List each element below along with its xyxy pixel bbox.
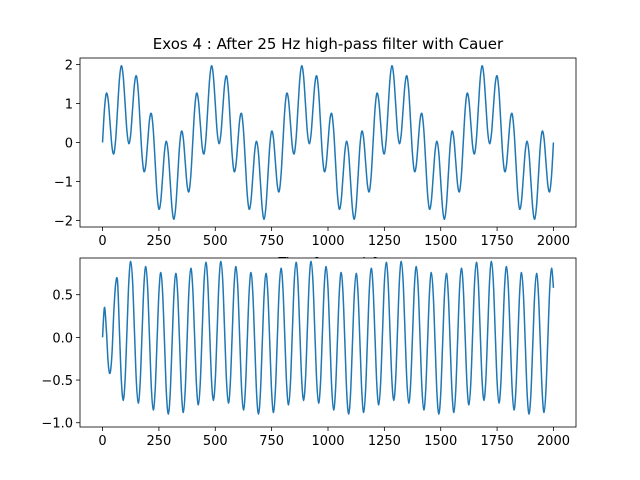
x-tick-label: 2000 [537, 234, 570, 249]
axes-frame [79, 57, 577, 228]
x-tick-label: 500 [203, 234, 228, 249]
x-tick-label: 250 [146, 234, 171, 249]
x-tick-label: 250 [146, 434, 171, 449]
x-tick-label: 1750 [481, 434, 514, 449]
x-tick-label: 2000 [537, 434, 570, 449]
axes-frame [79, 257, 577, 428]
y-tick-label: 1 [65, 98, 73, 113]
chart-title: Exos 4 : After 25 Hz high-pass filter wi… [153, 35, 504, 53]
y-tick-label: 0.0 [52, 331, 73, 346]
x-tick-label: 750 [259, 434, 284, 449]
y-tick-label: −0.5 [41, 374, 73, 389]
x-tick-label: 1750 [481, 234, 514, 249]
x-tick-label: 0 [98, 434, 106, 449]
x-tick-label: 1500 [424, 234, 457, 249]
x-tick-label: 1250 [368, 234, 401, 249]
x-tick-label: 1500 [424, 434, 457, 449]
y-tick-label: −1.0 [41, 417, 73, 432]
y-tick-label: 0 [65, 137, 73, 152]
y-tick-label: 2 [65, 59, 73, 74]
x-tick-label: 1000 [311, 234, 344, 249]
data-line [101, 260, 555, 415]
x-tick-label: 0 [98, 234, 106, 249]
x-tick-label: 1000 [311, 434, 344, 449]
y-tick-label: 0.5 [52, 289, 73, 304]
y-tick-label: −2 [54, 214, 73, 229]
data-line [101, 65, 555, 220]
x-tick-label: 1250 [368, 434, 401, 449]
y-tick-label: −1 [54, 175, 73, 190]
x-tick-label: 750 [259, 234, 284, 249]
x-tick-label: 500 [203, 434, 228, 449]
